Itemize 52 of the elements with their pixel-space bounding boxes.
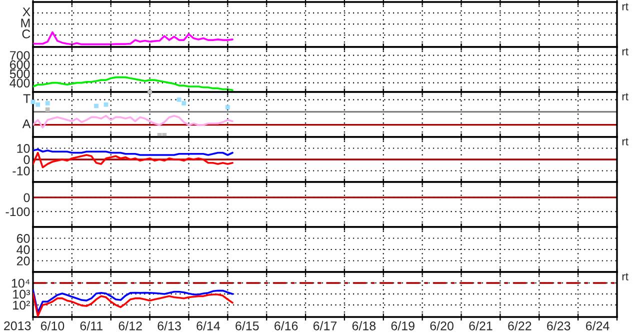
x-axis-title: 2013 (4, 321, 31, 330)
y-tick-label: -10 (12, 166, 30, 176)
y-tick-label: 20 (16, 256, 30, 266)
x-tick-label: 6/11 (80, 321, 102, 330)
y-tick-label: 10⁴ (12, 278, 30, 288)
point (45, 101, 50, 106)
x-tick-label: 6/21 (469, 321, 492, 330)
point (225, 105, 230, 110)
y-tick-label: 0 (24, 155, 30, 164)
y-tick-label: 0 (24, 193, 30, 202)
y-tick-label: -100 (6, 207, 30, 216)
x-tick-label: 6/10 (40, 321, 64, 330)
point (45, 107, 50, 112)
y-tick-label: 10² (13, 300, 30, 310)
y-tick-label: 600 (10, 60, 30, 70)
y-tick-label: 10³ (13, 290, 30, 299)
text: rt (622, 273, 628, 280)
x-tick-label: 6/17 (313, 321, 337, 330)
x-tick-label: 6/19 (391, 321, 414, 330)
text: rt (622, 138, 628, 146)
point (104, 102, 108, 107)
y-tick-label: 400 (10, 78, 30, 88)
x-tick-label: 6/24 (586, 321, 610, 330)
y-tick-label: 40 (16, 245, 30, 254)
x-tick-label: 6/18 (352, 321, 376, 330)
point (30, 100, 36, 104)
x-tick-label: 6/12 (118, 321, 142, 330)
ref-line-label: C (22, 30, 30, 38)
point (94, 104, 98, 108)
ref-line-label: M (21, 18, 30, 28)
x-tick-label: 6/15 (236, 321, 259, 330)
x-tick-label: 6/23 (547, 321, 570, 330)
text: rt (622, 48, 628, 56)
point (176, 97, 182, 102)
point (182, 101, 186, 106)
ref-line-label: X (22, 8, 30, 16)
y-tick-label: 10 (17, 144, 30, 153)
line-series (33, 152, 234, 168)
x-tick-label: 6/14 (196, 321, 220, 330)
x-tick-label: 6/16 (274, 321, 298, 330)
x-tick-label: 6/13 (158, 321, 181, 330)
text: rt (622, 93, 628, 100)
text: rt (622, 3, 628, 10)
y-tick-label: 700 (10, 51, 30, 60)
y-tick-label: 60 (16, 234, 30, 243)
ref-line-label: A (22, 119, 31, 128)
x-tick-label: 6/22 (508, 321, 532, 330)
x-tick-label: 6/20 (430, 321, 454, 330)
line-series (33, 76, 234, 92)
point (36, 102, 40, 107)
y-tick-label: 500 (10, 69, 30, 78)
ref-line-label: T (23, 94, 30, 103)
